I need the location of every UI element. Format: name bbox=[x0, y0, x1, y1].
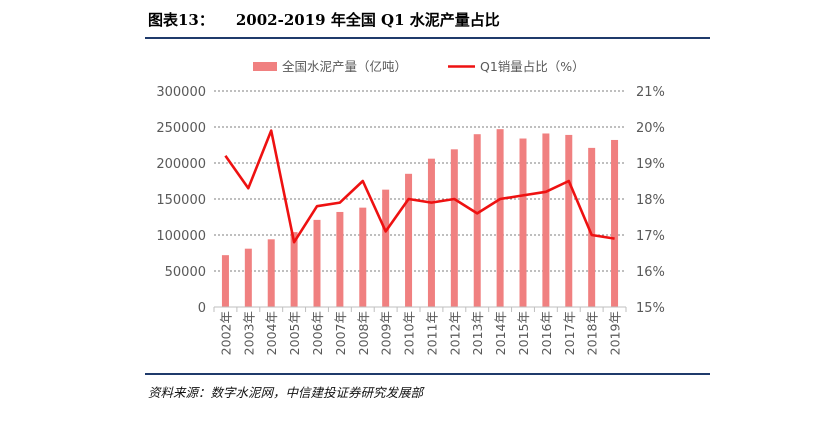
source-note: 资料来源：数字水泥网，中信建投证券研究发展部 bbox=[148, 385, 424, 400]
x-tick-label: 2015年 bbox=[516, 311, 531, 355]
x-tick-label: 2003年 bbox=[241, 311, 256, 355]
x-tick-label: 2009年 bbox=[379, 311, 394, 355]
x-tick-label: 2004年 bbox=[264, 311, 279, 355]
y-left-tick-label: 150000 bbox=[156, 193, 206, 208]
x-tick-label: 2006年 bbox=[310, 311, 325, 355]
x-tick-label: 2005年 bbox=[287, 311, 302, 355]
bar bbox=[267, 239, 275, 307]
x-tick-label: 2010年 bbox=[402, 311, 417, 355]
y-right-tick-label: 16% bbox=[636, 265, 665, 280]
bar bbox=[382, 189, 390, 307]
bar bbox=[336, 211, 344, 307]
legend-bar-label: 全国水泥产量（亿吨） bbox=[282, 59, 407, 74]
y-right-tick-label: 17% bbox=[636, 229, 665, 244]
x-tick-label: 2014年 bbox=[493, 311, 508, 355]
bar bbox=[359, 207, 367, 307]
x-tick-label: 2007年 bbox=[333, 311, 348, 355]
y-left-tick-label: 250000 bbox=[156, 121, 206, 136]
x-tick-label: 2002年 bbox=[218, 311, 233, 355]
bar bbox=[405, 173, 413, 307]
x-tick-label: 2016年 bbox=[539, 311, 554, 355]
x-tick-label: 2017年 bbox=[562, 311, 577, 355]
legend-bar-swatch bbox=[253, 62, 277, 71]
y-right-tick-label: 21% bbox=[636, 85, 665, 100]
bar bbox=[290, 232, 298, 307]
y-right-tick-label: 20% bbox=[636, 121, 665, 136]
bar bbox=[244, 248, 252, 307]
x-tick-label: 2012年 bbox=[447, 311, 462, 355]
figure-title: 图表13： 2002-2019 年全国 Q1 水泥产量占比 bbox=[148, 9, 500, 30]
x-tick-label: 2019年 bbox=[608, 311, 623, 355]
y-left-tick-label: 0 bbox=[198, 301, 206, 316]
y-left-tick-label: 50000 bbox=[165, 265, 206, 280]
bar bbox=[496, 129, 504, 307]
bar bbox=[519, 138, 527, 307]
bar bbox=[313, 219, 321, 307]
bar bbox=[221, 255, 229, 307]
bar bbox=[611, 139, 619, 307]
y-left-tick-label: 100000 bbox=[156, 229, 206, 244]
x-tick-label: 2013年 bbox=[470, 311, 485, 355]
y-right-tick-label: 18% bbox=[636, 193, 665, 208]
top-rule bbox=[145, 37, 710, 39]
x-tick-label: 2008年 bbox=[356, 311, 371, 355]
bar bbox=[473, 134, 481, 307]
y-right-tick-label: 19% bbox=[636, 157, 665, 172]
bar bbox=[427, 158, 435, 307]
y-left-tick-label: 200000 bbox=[156, 157, 206, 172]
bar bbox=[450, 149, 458, 307]
bar bbox=[588, 147, 596, 307]
bar bbox=[542, 133, 550, 307]
x-tick-label: 2018年 bbox=[585, 311, 600, 355]
y-left-tick-label: 300000 bbox=[156, 85, 206, 100]
x-tick-label: 2011年 bbox=[424, 311, 439, 355]
y-right-tick-label: 15% bbox=[636, 301, 665, 316]
bottom-rule bbox=[145, 373, 710, 375]
line-series bbox=[224, 129, 615, 244]
bar bbox=[565, 134, 573, 307]
figure-label: 图表13： bbox=[148, 11, 214, 29]
legend-line-label: Q1销量占比（%） bbox=[480, 59, 585, 74]
figure-title-text: 2002-2019 年全国 Q1 水泥产量占比 bbox=[235, 11, 500, 29]
